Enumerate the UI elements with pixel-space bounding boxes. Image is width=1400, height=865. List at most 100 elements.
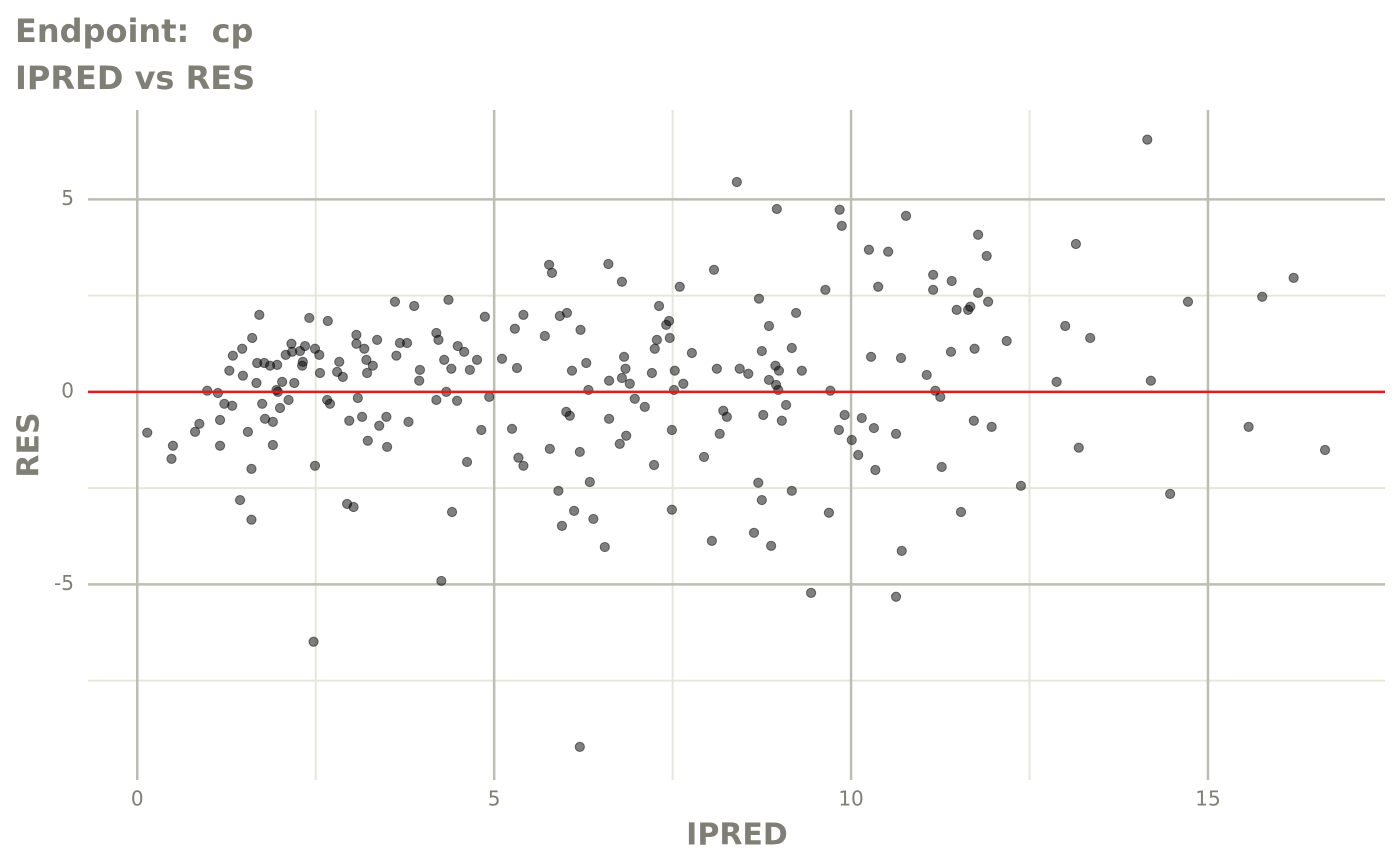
point xyxy=(853,449,864,461)
point xyxy=(890,591,902,602)
point xyxy=(234,494,246,506)
point xyxy=(873,281,884,292)
point xyxy=(359,343,370,354)
point xyxy=(189,426,201,438)
point xyxy=(439,354,450,366)
point xyxy=(616,372,628,384)
point xyxy=(870,464,881,476)
point xyxy=(308,636,319,647)
point xyxy=(352,392,363,404)
point xyxy=(257,398,268,409)
point xyxy=(763,374,775,386)
point xyxy=(820,284,831,295)
point xyxy=(895,352,907,364)
point xyxy=(786,485,797,496)
point xyxy=(267,439,278,451)
point xyxy=(357,411,368,422)
point xyxy=(981,250,992,262)
point xyxy=(731,176,742,188)
point xyxy=(791,307,802,319)
point xyxy=(603,375,615,386)
point xyxy=(823,507,835,518)
point xyxy=(361,354,372,366)
x-tick-label: 0 xyxy=(131,787,144,811)
point xyxy=(267,416,278,427)
point xyxy=(546,267,558,278)
point xyxy=(337,371,348,382)
point xyxy=(776,415,787,426)
point xyxy=(614,438,625,449)
point xyxy=(669,365,680,376)
point xyxy=(461,456,473,468)
point xyxy=(678,378,689,389)
point xyxy=(1085,332,1096,344)
x-tick-label: 15 xyxy=(1195,787,1220,811)
chart-subtitle: IPRED vs RES xyxy=(15,59,255,97)
point xyxy=(1257,291,1268,302)
point xyxy=(451,395,463,406)
point xyxy=(983,296,994,307)
point xyxy=(603,413,615,424)
point xyxy=(371,334,383,345)
point xyxy=(247,332,258,344)
point xyxy=(324,398,336,409)
point xyxy=(890,428,902,439)
point xyxy=(194,418,205,429)
point xyxy=(227,350,239,361)
point xyxy=(618,351,630,362)
point xyxy=(698,451,710,463)
point xyxy=(237,343,248,354)
point xyxy=(446,363,457,374)
point xyxy=(142,427,153,438)
point xyxy=(756,345,767,357)
point xyxy=(599,541,610,553)
point xyxy=(935,391,946,402)
point xyxy=(648,459,660,471)
y-tick-label: -5 xyxy=(54,571,74,595)
point xyxy=(484,391,495,402)
point xyxy=(496,353,508,364)
point xyxy=(314,367,326,379)
point xyxy=(242,426,253,438)
point xyxy=(314,349,325,360)
point xyxy=(639,401,650,412)
point xyxy=(1070,238,1082,250)
point xyxy=(446,506,458,518)
point xyxy=(506,423,518,434)
point xyxy=(968,415,979,426)
point xyxy=(459,346,470,357)
point xyxy=(766,540,777,551)
point xyxy=(433,334,444,345)
point xyxy=(403,416,414,427)
point xyxy=(796,365,807,376)
point xyxy=(868,422,880,434)
point xyxy=(621,430,632,441)
point xyxy=(1001,335,1012,347)
point xyxy=(1145,375,1156,386)
point xyxy=(246,463,257,474)
point xyxy=(734,363,745,374)
point xyxy=(166,453,177,464)
point xyxy=(574,741,585,752)
point xyxy=(603,258,614,270)
point xyxy=(833,424,845,436)
point xyxy=(1165,488,1176,500)
point xyxy=(620,363,631,374)
point xyxy=(708,264,720,275)
point xyxy=(581,357,592,369)
point xyxy=(334,356,345,367)
point xyxy=(900,210,912,221)
point xyxy=(646,367,658,379)
point xyxy=(781,399,792,411)
point xyxy=(289,377,300,389)
x-tick-label: 10 xyxy=(838,787,863,811)
point xyxy=(476,424,487,436)
point xyxy=(518,309,529,320)
point xyxy=(928,284,939,295)
point xyxy=(401,337,413,349)
y-tick-label: 0 xyxy=(61,378,74,402)
point xyxy=(254,309,265,320)
point xyxy=(214,414,226,426)
point xyxy=(674,281,685,292)
